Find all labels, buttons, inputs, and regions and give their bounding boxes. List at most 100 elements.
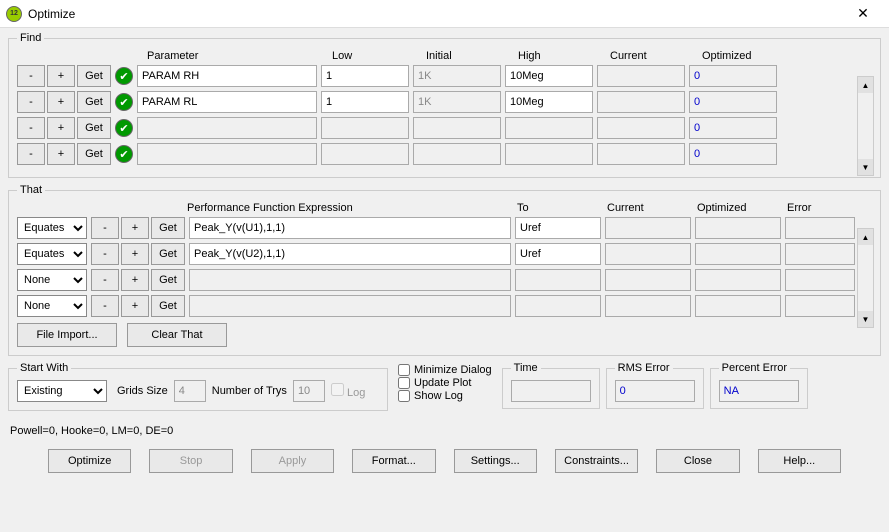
that-optimized-input (695, 243, 781, 265)
scroll-track[interactable] (858, 93, 873, 159)
update-plot-label[interactable]: Update Plot (398, 377, 492, 389)
remove-button[interactable]: - (17, 143, 45, 165)
operator-select[interactable]: None (17, 295, 87, 317)
constraints-button[interactable]: Constraints... (555, 449, 638, 473)
find-scrollbar[interactable]: ▲ ▼ (857, 76, 874, 176)
get-button[interactable]: Get (151, 243, 185, 265)
time-legend: Time (511, 362, 541, 374)
remove-button[interactable]: - (91, 243, 119, 265)
add-button[interactable]: + (47, 117, 75, 139)
update-plot-checkbox[interactable] (398, 377, 410, 389)
scroll-up-icon[interactable]: ▲ (858, 229, 873, 245)
to-input[interactable] (515, 269, 601, 291)
that-optimized-input (695, 217, 781, 239)
help-button[interactable]: Help... (758, 449, 841, 473)
scroll-up-icon[interactable]: ▲ (858, 77, 873, 93)
optimized-input (689, 91, 777, 113)
high-input[interactable] (505, 143, 593, 165)
high-input[interactable] (505, 65, 593, 87)
show-log-checkbox[interactable] (398, 390, 410, 402)
initial-input (413, 143, 501, 165)
to-input[interactable] (515, 295, 601, 317)
stop-button[interactable]: Stop (149, 449, 232, 473)
get-button[interactable]: Get (151, 295, 185, 317)
remove-button[interactable]: - (17, 65, 45, 87)
get-button[interactable]: Get (151, 269, 185, 291)
low-input[interactable] (321, 143, 409, 165)
check-icon[interactable]: ✔ (115, 93, 133, 111)
get-button[interactable]: Get (77, 65, 111, 87)
that-row: None-+Get (17, 295, 872, 317)
check-icon[interactable]: ✔ (115, 119, 133, 137)
expression-input[interactable] (189, 269, 511, 291)
grids-size-input[interactable] (174, 380, 206, 402)
number-trys-input[interactable] (293, 380, 325, 402)
close-icon[interactable]: ✕ (843, 0, 883, 28)
high-input[interactable] (505, 117, 593, 139)
check-icon[interactable]: ✔ (115, 145, 133, 163)
start-with-group: Start With Existing Grids Size Number of… (8, 362, 388, 411)
add-button[interactable]: + (47, 65, 75, 87)
get-button[interactable]: Get (151, 217, 185, 239)
high-input[interactable] (505, 91, 593, 113)
optimize-button[interactable]: Optimize (48, 449, 131, 473)
clear-that-button[interactable]: Clear That (127, 323, 227, 347)
remove-button[interactable]: - (91, 217, 119, 239)
operator-select[interactable]: Equates (17, 243, 87, 265)
header-that-current: Current (607, 202, 697, 214)
that-optimized-input (695, 295, 781, 317)
window-title: Optimize (28, 7, 843, 21)
minimize-dialog-checkbox[interactable] (398, 364, 410, 376)
add-button[interactable]: + (121, 269, 149, 291)
parameter-input[interactable] (137, 65, 317, 87)
check-icon[interactable]: ✔ (115, 67, 133, 85)
minimize-dialog-label[interactable]: Minimize Dialog (398, 364, 492, 376)
that-current-input (605, 295, 691, 317)
apply-button[interactable]: Apply (251, 449, 334, 473)
to-input[interactable] (515, 217, 601, 239)
display-options: Minimize Dialog Update Plot Show Log (398, 362, 492, 402)
start-with-select[interactable]: Existing (17, 380, 107, 402)
show-log-label[interactable]: Show Log (398, 390, 492, 402)
low-input[interactable] (321, 117, 409, 139)
that-row: None-+Get (17, 269, 872, 291)
current-input (597, 117, 685, 139)
add-button[interactable]: + (47, 91, 75, 113)
that-current-input (605, 243, 691, 265)
get-button[interactable]: Get (77, 117, 111, 139)
to-input[interactable] (515, 243, 601, 265)
add-button[interactable]: + (121, 295, 149, 317)
that-scrollbar[interactable]: ▲ ▼ (857, 228, 874, 328)
get-button[interactable]: Get (77, 91, 111, 113)
remove-button[interactable]: - (91, 269, 119, 291)
settings-button[interactable]: Settings... (454, 449, 537, 473)
remove-button[interactable]: - (17, 91, 45, 113)
number-trys-label: Number of Trys (212, 385, 287, 397)
format-button[interactable]: Format... (352, 449, 435, 473)
close-button[interactable]: Close (656, 449, 739, 473)
scroll-down-icon[interactable]: ▼ (858, 159, 873, 175)
parameter-input[interactable] (137, 143, 317, 165)
expression-input[interactable] (189, 217, 511, 239)
add-button[interactable]: + (121, 243, 149, 265)
status-line: Powell=0, Hooke=0, LM=0, DE=0 (10, 425, 881, 437)
remove-button[interactable]: - (17, 117, 45, 139)
time-group: Time (502, 362, 600, 409)
operator-select[interactable]: None (17, 269, 87, 291)
that-error-input (785, 217, 855, 239)
remove-button[interactable]: - (91, 295, 119, 317)
add-button[interactable]: + (47, 143, 75, 165)
parameter-input[interactable] (137, 91, 317, 113)
expression-input[interactable] (189, 295, 511, 317)
parameter-input[interactable] (137, 117, 317, 139)
get-button[interactable]: Get (77, 143, 111, 165)
expression-input[interactable] (189, 243, 511, 265)
add-button[interactable]: + (121, 217, 149, 239)
scroll-down-icon[interactable]: ▼ (858, 311, 873, 327)
operator-select[interactable]: Equates (17, 217, 87, 239)
low-input[interactable] (321, 65, 409, 87)
that-row: Equates-+Get (17, 243, 872, 265)
scroll-track[interactable] (858, 245, 873, 311)
low-input[interactable] (321, 91, 409, 113)
file-import-button[interactable]: File Import... (17, 323, 117, 347)
